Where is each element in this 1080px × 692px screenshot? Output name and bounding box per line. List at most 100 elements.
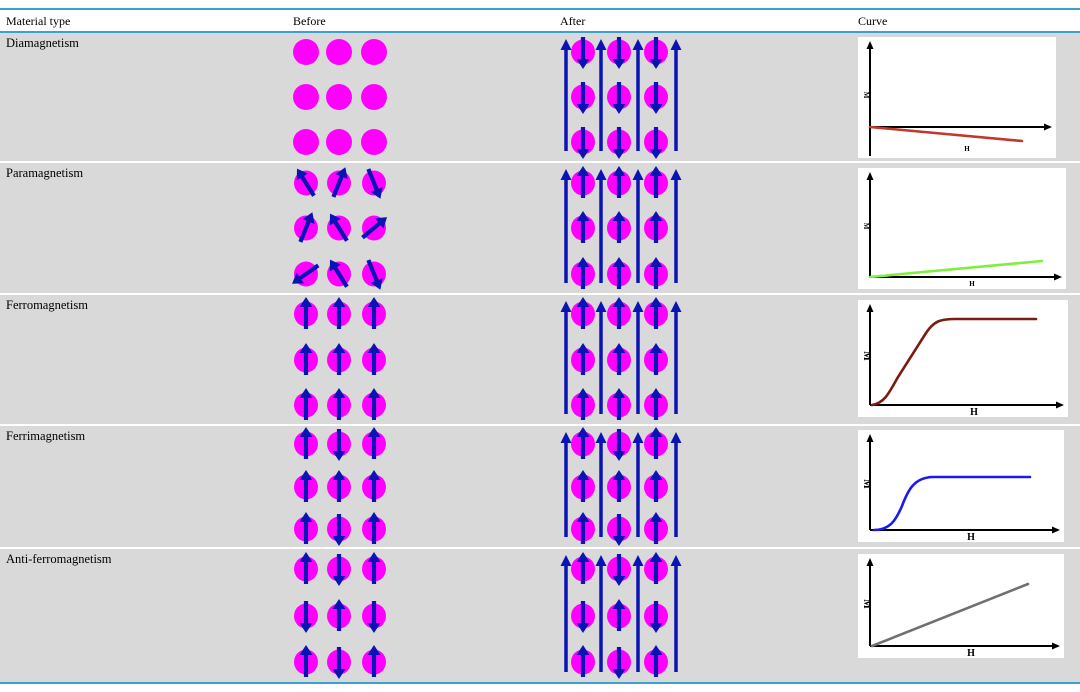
x-axis-label: H xyxy=(969,280,975,288)
spin-up-icon xyxy=(362,470,386,502)
atom xyxy=(361,84,387,110)
spin-up-icon xyxy=(607,166,631,198)
atom xyxy=(326,39,352,65)
field-arrow-icon xyxy=(560,555,572,672)
spin-up-icon xyxy=(607,599,631,631)
spin-up-icon xyxy=(327,388,351,420)
spin-up-icon xyxy=(644,427,668,459)
spin-up-icon xyxy=(644,552,668,584)
spin-up-left-icon xyxy=(327,213,351,242)
atom xyxy=(361,129,387,155)
material-type-label: Anti-ferromagnetism xyxy=(6,552,112,566)
spin-down-right-icon xyxy=(362,168,386,199)
atom xyxy=(293,84,319,110)
bottom-rule xyxy=(0,682,1080,684)
material-type-label: Ferromagnetism xyxy=(6,298,88,312)
spin-up-right-icon xyxy=(294,212,318,243)
header-curve: Curve xyxy=(858,14,888,28)
magnetization-curve xyxy=(870,582,1030,648)
spin-up-icon xyxy=(607,211,631,243)
spin-up-icon xyxy=(571,470,595,502)
magnetization-curve xyxy=(868,125,1024,143)
header-rule xyxy=(0,31,1080,33)
row-separator xyxy=(0,161,1080,163)
material-type-label: Ferrimagnetism xyxy=(6,429,86,443)
spin-up-icon xyxy=(607,257,631,289)
spin-up-icon xyxy=(294,552,318,584)
field-arrow-icon xyxy=(670,39,682,151)
field-arrow-icon xyxy=(670,555,682,672)
spin-up-icon xyxy=(362,552,386,584)
field-arrow-icon xyxy=(670,432,682,537)
curve-axes xyxy=(866,172,1062,281)
header-before: Before xyxy=(293,14,326,28)
spin-down-icon xyxy=(294,601,318,633)
field-arrow-icon xyxy=(595,432,607,537)
spin-down-icon xyxy=(644,82,668,114)
curve-axes xyxy=(866,558,1060,650)
spin-up-icon xyxy=(294,512,318,544)
before-spin-diagram xyxy=(292,167,388,290)
field-arrow-icon xyxy=(595,39,607,151)
spin-up-icon xyxy=(294,645,318,677)
spin-up-icon xyxy=(571,427,595,459)
spin-up-icon xyxy=(607,297,631,329)
atom xyxy=(361,39,387,65)
spin-up-icon xyxy=(644,470,668,502)
spin-up-icon xyxy=(362,343,386,375)
spin-up-icon xyxy=(644,166,668,198)
curve-svg: MH xyxy=(862,41,1052,156)
field-arrow-icon xyxy=(595,169,607,283)
magnetization-curve xyxy=(872,475,1032,532)
after-spin-diagram xyxy=(560,297,682,420)
curve-svg: MH xyxy=(861,304,1064,418)
field-arrow-icon xyxy=(560,432,572,537)
x-axis-label: H xyxy=(970,407,978,418)
atom xyxy=(293,39,319,65)
spin-up-icon xyxy=(644,257,668,289)
spin-down-right-icon xyxy=(362,259,386,290)
field-arrow-icon xyxy=(632,555,644,672)
spin-up-icon xyxy=(362,512,386,544)
spin-up-right-steep-icon xyxy=(361,215,388,241)
x-axis-label: H xyxy=(967,532,975,543)
spin-down-icon xyxy=(644,127,668,159)
spin-up-icon xyxy=(644,512,668,544)
spin-down-icon xyxy=(607,82,631,114)
spin-down-icon xyxy=(644,37,668,69)
spin-up-icon xyxy=(571,211,595,243)
spin-up-icon xyxy=(294,470,318,502)
header-after: After xyxy=(560,14,586,28)
spin-up-icon xyxy=(362,388,386,420)
spin-up-icon xyxy=(571,257,595,289)
spin-up-icon xyxy=(571,645,595,677)
spin-up-icon xyxy=(362,297,386,329)
top-rule xyxy=(0,8,1080,10)
after-spin-diagram xyxy=(560,552,682,679)
field-arrow-icon xyxy=(632,169,644,283)
curve-axes xyxy=(866,304,1064,409)
spin-down-icon xyxy=(607,127,631,159)
spin-up-icon xyxy=(327,343,351,375)
before-spin-diagram xyxy=(294,297,386,420)
spin-up-icon xyxy=(571,343,595,375)
spin-up-icon xyxy=(607,388,631,420)
field-arrow-icon xyxy=(632,301,644,414)
material-type-label: Diamagnetism xyxy=(6,36,79,50)
y-axis-label: M xyxy=(861,479,872,489)
field-arrow-icon xyxy=(595,301,607,414)
spin-down-icon xyxy=(607,514,631,546)
y-axis-label: M xyxy=(861,599,872,609)
spin-up-icon xyxy=(644,211,668,243)
after-spin-diagram xyxy=(560,37,682,159)
magnetization-curve xyxy=(868,259,1044,279)
spin-down-icon xyxy=(571,82,595,114)
atom xyxy=(326,129,352,155)
curve-axes xyxy=(866,434,1060,534)
spin-down-icon xyxy=(327,514,351,546)
spin-up-icon xyxy=(327,599,351,631)
spin-down-icon xyxy=(327,554,351,586)
spin-down-icon xyxy=(644,601,668,633)
